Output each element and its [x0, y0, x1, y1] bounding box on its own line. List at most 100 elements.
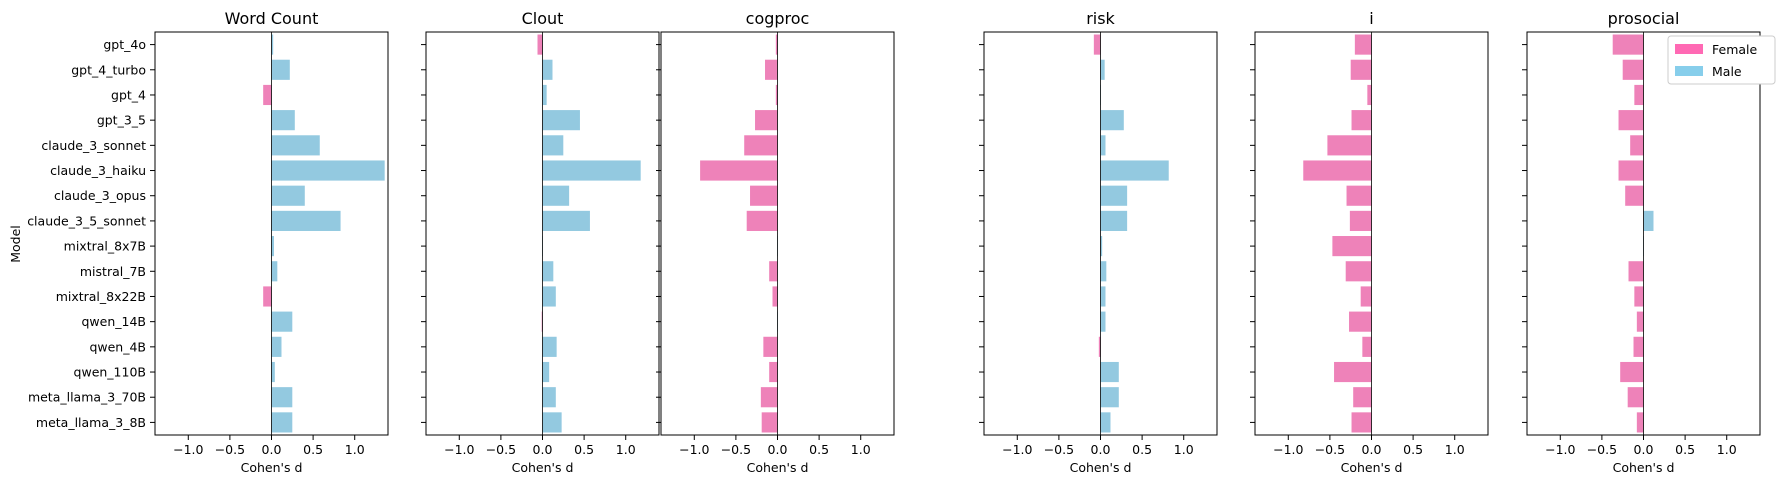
- bar-mistral-7B: [769, 261, 778, 282]
- bar-mixtral-8x7B: [1100, 236, 1103, 257]
- y-tick-label-gpt-3-5: gpt_3_5: [97, 113, 146, 128]
- bar-gpt-4-turbo: [542, 59, 553, 80]
- y-tick-label-claude-3-sonnet: claude_3_sonnet: [41, 138, 146, 153]
- x-tick-label: −0.5: [1044, 442, 1074, 457]
- panel-3: risk −1.0 −0.5 0.0 0.5 1.0 Cohen's d: [979, 9, 1218, 475]
- x-tick-label: 1.0: [1174, 442, 1194, 457]
- panel-title: cogproc: [746, 9, 810, 28]
- x-tick-label: −1.0: [1002, 442, 1032, 457]
- bar-qwen-4B: [763, 336, 778, 357]
- bar-claude-3-opus: [542, 185, 570, 206]
- legend-label-male: Male: [1712, 64, 1742, 79]
- panel-title: prosocial: [1608, 9, 1680, 28]
- bar-claude-3-haiku: [700, 160, 778, 181]
- bar-gpt-4-turbo: [1622, 59, 1644, 80]
- bar-claude-3-haiku: [271, 160, 385, 181]
- x-tick-label: 0.0: [533, 442, 553, 457]
- bar-qwen-110B: [271, 361, 275, 383]
- bar-claude-3-sonnet: [1630, 135, 1644, 156]
- legend-swatch-male: [1675, 66, 1703, 76]
- x-tick-label: 0.5: [574, 442, 594, 457]
- bar-gpt-4o: [537, 34, 543, 55]
- bar-claude-3-opus: [1346, 185, 1372, 206]
- x-tick-label: −0.5: [486, 442, 516, 457]
- bar-qwen-110B: [769, 361, 778, 383]
- bar-mixtral-8x7B: [271, 236, 274, 257]
- x-tick-label: −0.5: [1587, 442, 1617, 457]
- x-axis-label: Cohen's d: [241, 460, 303, 475]
- panel-5: prosocial −1.0 −0.5 0.0 0.5 1.0 Cohen's d: [1522, 9, 1761, 475]
- y-tick-label-mixtral-8x7B: mixtral_8x7B: [64, 239, 146, 254]
- y-tick-label-qwen-110B: qwen_110B: [74, 365, 146, 380]
- bar-qwen-110B: [542, 361, 550, 383]
- bar-meta-llama-3-8B: [1636, 412, 1644, 433]
- bar-claude-3-5-sonnet: [1643, 210, 1654, 231]
- x-tick-label: 0.0: [1634, 442, 1654, 457]
- bar-claude-3-opus: [1100, 185, 1128, 206]
- bar-claude-3-sonnet: [271, 135, 320, 156]
- bar-gpt-4: [263, 84, 272, 106]
- bar-mistral-7B: [1100, 261, 1107, 282]
- bar-qwen-110B: [1100, 361, 1119, 383]
- bar-claude-3-sonnet: [542, 135, 564, 156]
- bar-meta-llama-3-8B: [271, 412, 293, 433]
- bar-gpt-4o: [775, 34, 778, 55]
- panel-0: Word Count −1.0 −0.5 0.0 0.5 1.0 Cohen's d gpt_…: [27, 9, 389, 475]
- bar-gpt-4: [1367, 84, 1372, 106]
- bar-qwen-4B: [1633, 336, 1644, 357]
- y-tick-label-mixtral-8x22B: mixtral_8x22B: [56, 289, 146, 304]
- x-tick-label: 1.0: [1717, 442, 1737, 457]
- bar-claude-3-5-sonnet: [746, 210, 778, 231]
- x-tick-label: −1.0: [444, 442, 474, 457]
- bar-meta-llama-3-70B: [1627, 387, 1644, 408]
- bar-gpt-3-5: [271, 110, 295, 131]
- bar-gpt-3-5: [755, 110, 778, 131]
- legend-swatch-female: [1675, 44, 1703, 54]
- x-tick-label: 0.0: [1362, 442, 1382, 457]
- bar-gpt-4o: [1093, 34, 1101, 55]
- x-tick-label: −1.0: [679, 442, 709, 457]
- bar-gpt-4: [775, 84, 778, 106]
- y-tick-label-meta-llama-3-70B: meta_llama_3_70B: [28, 390, 146, 405]
- x-axis-label: Cohen's d: [747, 460, 809, 475]
- bar-qwen-4B: [1098, 336, 1101, 357]
- x-tick-label: 0.0: [262, 442, 282, 457]
- bar-gpt-4o: [1354, 34, 1372, 55]
- chart-panels: Word Count −1.0 −0.5 0.0 0.5 1.0 Cohen's d gpt_…: [27, 9, 1761, 475]
- bar-qwen-14B: [1100, 311, 1106, 332]
- bar-qwen-4B: [271, 336, 282, 357]
- panel-2: cogproc −1.0 −0.5 0.0 0.5 1.0 Cohen's d: [656, 9, 895, 475]
- x-axis-label: Cohen's d: [1070, 460, 1132, 475]
- bar-mixtral-8x22B: [1100, 286, 1106, 307]
- bar-gpt-4-turbo: [765, 59, 778, 80]
- bar-gpt-4o: [1612, 34, 1644, 55]
- bar-claude-3-5-sonnet: [1100, 210, 1128, 231]
- bar-gpt-3-5: [1351, 110, 1372, 131]
- y-tick-label-gpt-4o: gpt_4o: [103, 37, 146, 52]
- bar-mistral-7B: [542, 261, 554, 282]
- bar-qwen-14B: [541, 311, 543, 332]
- bar-claude-3-opus: [1625, 185, 1644, 206]
- x-tick-label: −0.5: [215, 442, 245, 457]
- bar-mixtral-8x7B: [1332, 236, 1372, 257]
- bar-claude-3-opus: [750, 185, 778, 206]
- y-tick-label-claude-3-opus: claude_3_opus: [54, 188, 146, 203]
- bar-claude-3-haiku: [1100, 160, 1169, 181]
- bar-gpt-4: [542, 84, 547, 106]
- bar-qwen-14B: [1636, 311, 1644, 332]
- bar-claude-3-5-sonnet: [1349, 210, 1372, 231]
- bar-meta-llama-3-70B: [1353, 387, 1372, 408]
- bar-gpt-4-turbo: [1100, 59, 1105, 80]
- bar-claude-3-haiku: [542, 160, 641, 181]
- bar-qwen-4B: [1362, 336, 1372, 357]
- x-tick-label: 1.0: [616, 442, 636, 457]
- x-tick-label: 0.5: [809, 442, 829, 457]
- bar-mixtral-8x22B: [772, 286, 778, 307]
- bar-gpt-4-turbo: [1350, 59, 1372, 80]
- bar-gpt-3-5: [1100, 110, 1124, 131]
- bar-claude-3-haiku: [1303, 160, 1372, 181]
- x-axis-label: Cohen's d: [1341, 460, 1403, 475]
- x-tick-label: −0.5: [721, 442, 751, 457]
- x-tick-label: 0.5: [1675, 442, 1695, 457]
- panel-title: Word Count: [225, 9, 319, 28]
